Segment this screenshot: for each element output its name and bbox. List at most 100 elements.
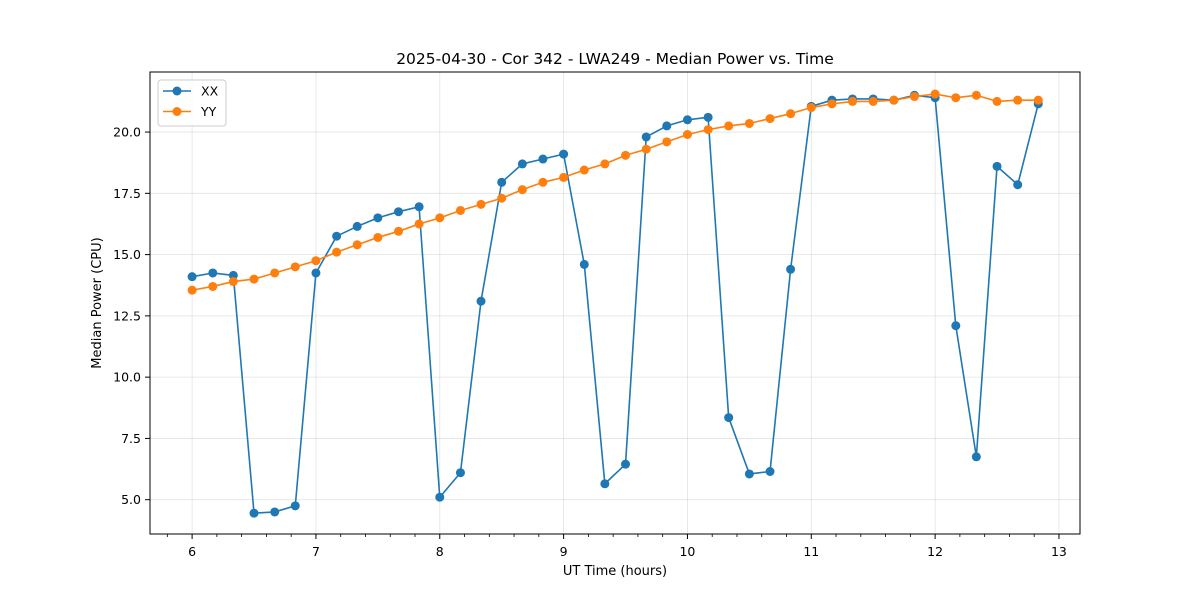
- plot-area-frame: [149, 71, 1081, 535]
- data-point-xx: [373, 213, 383, 223]
- data-point-xx: [1013, 180, 1023, 190]
- chart-title: 2025-04-30 - Cor 342 - LWA249 - Median P…: [396, 50, 834, 68]
- data-point-xx: [414, 202, 424, 212]
- data-point-xx: [517, 159, 527, 169]
- data-point-yy: [806, 103, 816, 113]
- data-point-xx: [559, 149, 569, 159]
- data-point-yy: [724, 121, 734, 131]
- x-tick-label: 7: [312, 544, 320, 559]
- data-point-xx: [270, 507, 280, 517]
- data-point-yy: [1033, 95, 1043, 105]
- data-point-yy: [249, 274, 259, 284]
- data-point-yy: [187, 285, 197, 295]
- data-points: [187, 89, 1043, 518]
- data-point-yy: [682, 129, 692, 139]
- data-point-yy: [1013, 95, 1023, 105]
- data-point-yy: [559, 172, 569, 182]
- data-point-yy: [208, 281, 218, 291]
- y-tick-label: 17.5: [113, 186, 141, 201]
- y-tick-label: 15.0: [113, 247, 141, 262]
- x-tick-label: 8: [436, 544, 444, 559]
- data-point-yy: [641, 144, 651, 154]
- x-tick-label: 10: [679, 544, 695, 559]
- legend: XX YY: [157, 79, 227, 127]
- axis-ticks: 6 7 8 9 10 11 12 13 5.0 7.5 10.0 12.5 15.0 17.5 20.0: [113, 125, 1067, 559]
- data-point-yy: [394, 226, 404, 236]
- data-point-xx: [290, 501, 300, 511]
- data-point-xx: [187, 272, 197, 282]
- x-tick-label: 9: [560, 544, 568, 559]
- data-point-yy: [373, 232, 383, 242]
- data-point-xx: [538, 154, 548, 164]
- y-tick-label: 12.5: [113, 308, 141, 323]
- data-point-xx: [249, 508, 259, 518]
- data-point-yy: [827, 99, 837, 109]
- legend-marker-xx: [172, 86, 182, 96]
- data-point-xx: [352, 221, 362, 231]
- data-point-yy: [703, 125, 713, 135]
- data-point-xx: [497, 177, 507, 187]
- x-axis-label: UT Time (hours): [563, 564, 667, 579]
- x-tick-label: 13: [1051, 544, 1067, 559]
- x-tick-label: 6: [188, 544, 196, 559]
- data-point-yy: [455, 205, 465, 215]
- data-point-xx: [971, 452, 981, 462]
- data-point-yy: [662, 137, 672, 147]
- data-point-xx: [703, 112, 713, 122]
- data-point-yy: [497, 193, 507, 203]
- data-point-xx: [744, 469, 754, 479]
- data-point-xx: [208, 268, 218, 278]
- data-point-xx: [621, 459, 631, 469]
- data-point-yy: [889, 95, 899, 105]
- data-point-xx: [765, 467, 775, 477]
- data-point-xx: [641, 132, 651, 142]
- data-point-yy: [786, 109, 796, 119]
- data-point-xx: [724, 413, 734, 423]
- data-point-yy: [600, 159, 610, 169]
- data-point-yy: [435, 213, 445, 223]
- data-point-yy: [621, 150, 631, 160]
- data-point-xx: [435, 492, 445, 502]
- data-point-yy: [992, 96, 1002, 106]
- data-point-yy: [744, 118, 754, 128]
- data-point-yy: [332, 247, 342, 257]
- data-point-yy: [270, 268, 280, 278]
- data-point-xx: [951, 321, 961, 331]
- data-point-yy: [352, 240, 362, 250]
- data-point-yy: [909, 92, 919, 102]
- data-point-yy: [930, 89, 940, 99]
- data-point-xx: [332, 231, 342, 241]
- legend-marker-yy: [172, 107, 182, 116]
- data-point-yy: [579, 165, 589, 175]
- y-tick-label: 10.0: [113, 370, 141, 385]
- data-point-xx: [682, 115, 692, 125]
- data-point-yy: [414, 219, 424, 229]
- data-point-xx: [786, 264, 796, 274]
- gridlines: [150, 72, 1080, 534]
- data-point-yy: [290, 262, 300, 272]
- x-tick-label: 11: [803, 544, 819, 559]
- data-point-yy: [765, 114, 775, 124]
- y-tick-label: 7.5: [121, 431, 141, 446]
- data-point-yy: [951, 93, 961, 103]
- y-axis-label: Median Power (CPU): [90, 237, 105, 368]
- data-point-xx: [579, 259, 589, 269]
- data-point-xx: [992, 161, 1002, 171]
- data-point-xx: [662, 121, 672, 131]
- data-point-yy: [517, 185, 527, 195]
- data-point-xx: [600, 479, 610, 489]
- data-point-yy: [848, 96, 858, 106]
- data-point-xx: [476, 296, 486, 306]
- y-tick-label: 20.0: [113, 125, 141, 140]
- data-point-yy: [868, 96, 878, 106]
- x-tick-label: 12: [927, 544, 943, 559]
- data-point-yy: [538, 177, 548, 187]
- data-point-yy: [971, 90, 981, 100]
- data-point-yy: [311, 256, 321, 266]
- data-point-xx: [311, 268, 321, 278]
- legend-label-yy: YY: [200, 104, 217, 119]
- legend-label-xx: XX: [201, 84, 219, 99]
- data-point-xx: [455, 468, 465, 478]
- data-point-yy: [476, 199, 486, 209]
